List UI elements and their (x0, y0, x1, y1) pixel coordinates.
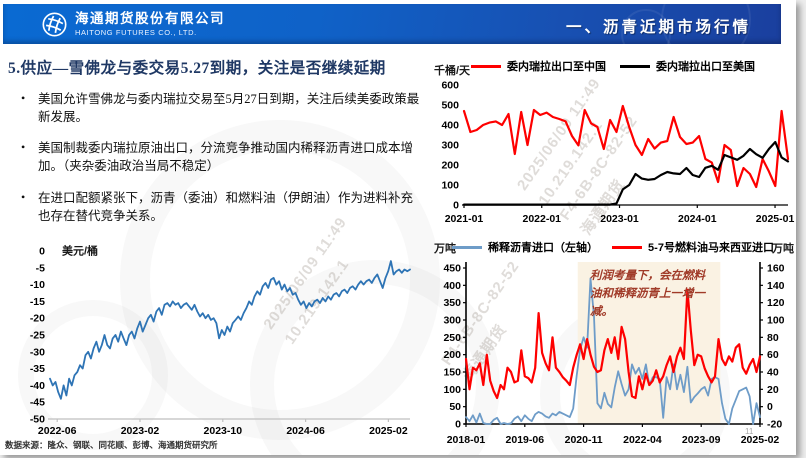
svg-text:450: 450 (443, 263, 461, 275)
legend-line-blue (452, 245, 483, 249)
legend: 委内瑞拉出口至中国 委内瑞拉出口至美国 (432, 57, 794, 75)
svg-text:80: 80 (767, 332, 779, 344)
svg-text:2022-01: 2022-01 (522, 213, 561, 225)
svg-text:250: 250 (443, 332, 461, 344)
svg-text:-25: -25 (30, 330, 45, 342)
svg-text:200: 200 (441, 160, 459, 172)
company-logo: 海通期货股份有限公司 HAITONG FUTURES CO., LTD. (41, 11, 225, 38)
svg-text:200: 200 (443, 349, 461, 361)
chart-spread-usd-per-barrel: 0 -5 -10 -15 -20 -25 -30 -35 -40 -45 -50 2022-06 202… (22, 243, 420, 451)
svg-text:0: 0 (39, 246, 45, 258)
svg-text:2018-01: 2018-01 (447, 434, 486, 446)
svg-text:160: 160 (767, 263, 785, 275)
header-banner: 海通期货股份有限公司 HAITONG FUTURES CO., LTD. 一、沥… (3, 0, 781, 64)
svg-text:50: 50 (449, 401, 461, 413)
page-title: 5.供应—雪佛龙与委交易5.27到期，关注是否继续延期 (8, 60, 386, 77)
svg-text:2021-01: 2021-01 (445, 213, 484, 225)
section-title: 一、沥青近期市场行情 (565, 18, 751, 36)
svg-text:0: 0 (453, 200, 459, 212)
legend-line-black (620, 64, 650, 68)
svg-text:2022-04: 2022-04 (623, 434, 662, 446)
svg-text:-45: -45 (30, 397, 45, 409)
legend-label: 稀释沥青进口（左轴） (488, 242, 599, 254)
chart-venezuela-exports: 千桶/天 委内瑞拉出口至中国 委内瑞拉出口至美国 600 500 400 300 200… (432, 57, 794, 231)
svg-text:-30: -30 (30, 346, 45, 358)
svg-text:40: 40 (767, 367, 779, 379)
bullet-item: 在进口配额紧张下，沥青（委油）和燃料油（伊朗油）作为进料补充也存在替代竞争关系。 (14, 189, 422, 225)
legend-item-dilbit: 稀释沥青进口（左轴） (452, 239, 598, 255)
svg-text:2023-02: 2023-02 (121, 425, 160, 437)
dilbit-chart-plot: 4504003503002502001501005001601401201008… (443, 262, 785, 446)
svg-text:美元/桶: 美元/桶 (62, 244, 98, 258)
svg-text:2025-01: 2025-01 (756, 213, 795, 225)
company-name: 海通期货股份有限公司 HAITONG FUTURES CO., LTD. (75, 10, 225, 38)
y-axis-unit: 千桶/天 (434, 65, 471, 77)
svg-text:2023-10: 2023-10 (204, 425, 243, 437)
svg-text:2020-11: 2020-11 (565, 434, 603, 446)
svg-text:300: 300 (443, 315, 461, 327)
svg-text:100: 100 (767, 315, 785, 327)
svg-text:2024-06: 2024-06 (286, 425, 325, 437)
svg-text:2025-02: 2025-02 (741, 434, 780, 446)
svg-text:20: 20 (767, 384, 779, 396)
legend-item-fueloil: 5-7号燃料油马来西亚进口 (612, 239, 774, 255)
company-name-cn: 海通期货股份有限公司 (75, 10, 225, 26)
svg-text:150: 150 (443, 367, 461, 379)
svg-text:60: 60 (767, 349, 779, 361)
legend-item-china: 委内瑞拉出口至中国 (471, 58, 606, 74)
svg-text:600: 600 (441, 80, 459, 92)
svg-text:2024-01: 2024-01 (678, 213, 717, 225)
legend-label: 委内瑞拉出口至美国 (656, 61, 755, 73)
svg-text:2019-06: 2019-06 (506, 434, 545, 446)
legend-line-red (612, 245, 643, 249)
company-name-en: HAITONG FUTURES CO., LTD. (75, 28, 197, 38)
legend-label: 5-7号燃料油马来西亚进口 (648, 242, 774, 254)
svg-text:-15: -15 (30, 296, 45, 308)
svg-text:2025-02: 2025-02 (369, 425, 408, 437)
svg-text:100: 100 (443, 384, 461, 396)
svg-text:-20: -20 (767, 419, 782, 431)
svg-text:2023-01: 2023-01 (600, 213, 639, 225)
svg-text:2023-09: 2023-09 (682, 434, 721, 446)
bullet-item: 美国允许雪佛龙与委内瑞拉交易至5月27日到期，关注后续美委政策最新发展。 (14, 90, 422, 126)
right-axis-unit: 万吨 (772, 243, 794, 255)
page-number: 11 (745, 427, 754, 436)
haitong-logo-icon (42, 12, 67, 37)
svg-text:2022-06: 2022-06 (38, 425, 77, 437)
svg-text:300: 300 (441, 140, 459, 152)
legend: 稀释沥青进口（左轴） 5-7号燃料油马来西亚进口 (432, 238, 794, 256)
chart-dilbit-vs-fueloil: 万吨 万吨 稀释沥青进口（左轴） 5-7号燃料油马来西亚进口 450 400 350… (432, 238, 794, 452)
bullet-list: 美国允许雪佛龙与委内瑞拉交易至5月27日到期，关注后续美委政策最新发展。 美国制… (14, 90, 422, 238)
svg-text:500: 500 (441, 100, 459, 112)
svg-text:0: 0 (455, 419, 461, 431)
svg-text:400: 400 (443, 280, 461, 292)
bullet-item: 美国制裁委内瑞拉原油出口，分流竞争推动国内稀释沥青进口成本增加。（夹杂委油政治当… (14, 139, 422, 175)
svg-text:-35: -35 (30, 363, 45, 375)
legend-item-usa: 委内瑞拉出口至美国 (620, 58, 755, 74)
chart-annotation: 利润考量下，会在燃料油和稀释沥青上一增一减。 (590, 270, 705, 318)
left-axis-unit: 万吨 (434, 243, 456, 255)
banner-swirl-decoration (621, 9, 671, 59)
legend-label: 委内瑞拉出口至中国 (507, 61, 606, 73)
svg-text:-10: -10 (30, 279, 45, 291)
svg-text:140: 140 (767, 280, 785, 292)
svg-text:0: 0 (767, 401, 773, 413)
svg-text:400: 400 (441, 120, 459, 132)
svg-text:350: 350 (443, 297, 461, 309)
svg-text:100: 100 (441, 180, 459, 192)
svg-text:-50: -50 (30, 414, 45, 426)
svg-text:-20: -20 (30, 313, 45, 325)
svg-text:-40: -40 (30, 380, 45, 392)
legend-line-red (471, 64, 501, 68)
svg-text:-5: -5 (36, 262, 45, 274)
svg-text:120: 120 (767, 297, 785, 309)
data-source-note: 数据来源：隆众、钢联、同花顺、彭博、海通期货研究所 (5, 440, 218, 450)
